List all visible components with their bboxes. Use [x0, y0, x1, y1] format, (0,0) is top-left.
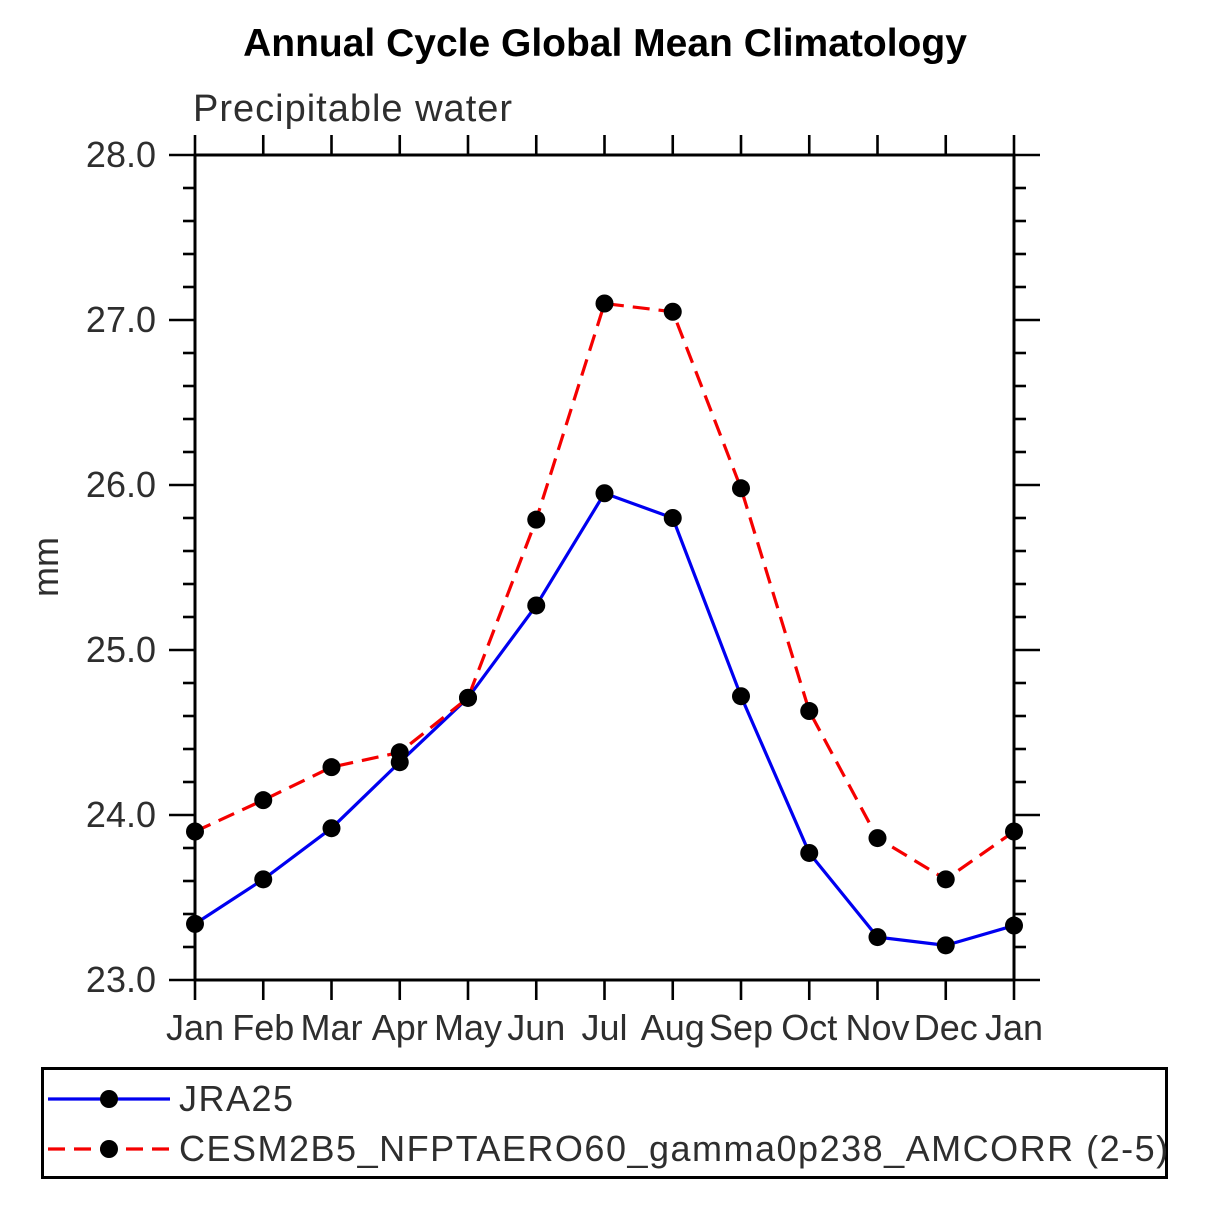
x-tick-label: Mar — [301, 1007, 363, 1048]
y-tick-label: 25.0 — [86, 629, 156, 670]
legend-item-jra25: JRA25 — [47, 1078, 295, 1119]
data-point-marker — [527, 510, 546, 529]
data-point-marker — [1005, 822, 1023, 841]
data-point-marker — [663, 509, 682, 527]
data-point-marker — [595, 484, 614, 503]
y-tick-label: 24.0 — [86, 794, 156, 835]
y-tick-label: 28.0 — [86, 134, 156, 175]
y-tick-label: 23.0 — [86, 959, 156, 1000]
x-tick-label: Oct — [781, 1007, 837, 1048]
data-point-marker — [459, 688, 477, 707]
x-tick-label: Dec — [914, 1007, 978, 1048]
series-line-dashed — [194, 301, 1015, 881]
data-point-marker — [322, 758, 341, 777]
data-point-marker — [800, 843, 819, 862]
legend-key-marker — [100, 1090, 118, 1108]
data-point-marker — [390, 743, 409, 762]
data-point-marker — [800, 702, 819, 721]
y-tick-label: 26.0 — [86, 464, 156, 505]
x-tick-label: Sep — [709, 1007, 773, 1048]
x-tick-label: Jun — [507, 1007, 565, 1048]
series-line-solid — [194, 491, 1015, 947]
x-tick-label: Apr — [372, 1007, 428, 1048]
legend-line-sample-dashed — [48, 1140, 170, 1158]
data-point-marker — [936, 936, 955, 955]
legend-item-cesm2b5: CESM2B5_NFPTAERO60_gamma0p238_AMCORR (2-… — [47, 1128, 1170, 1169]
x-tick-label: Jul — [581, 1007, 627, 1048]
x-tick-label: May — [434, 1007, 502, 1048]
data-point-marker — [732, 687, 750, 706]
data-point-marker — [186, 822, 204, 841]
data-point-marker — [868, 829, 887, 848]
y-tick-label: 27.0 — [86, 299, 156, 340]
data-point-marker — [732, 479, 750, 498]
x-tick-label: Aug — [641, 1007, 705, 1048]
legend-label: CESM2B5_NFPTAERO60_gamma0p238_AMCORR (2-… — [179, 1128, 1170, 1169]
x-tick-label: Jan — [985, 1007, 1043, 1048]
data-point-marker — [936, 870, 955, 889]
data-point-marker — [186, 914, 204, 933]
data-point-marker — [1005, 916, 1023, 935]
data-point-marker — [527, 596, 546, 615]
data-point-marker — [322, 819, 341, 838]
legend-line-sample-solid — [48, 1090, 170, 1108]
legend-key-marker — [100, 1140, 118, 1158]
plot-frame — [193, 153, 1016, 982]
data-point-marker — [663, 302, 682, 321]
x-tick-label: Jan — [166, 1007, 224, 1048]
data-point-marker — [868, 928, 887, 947]
chart-subtitle: Precipitable water — [193, 88, 514, 130]
data-point-marker — [254, 870, 273, 889]
chart-title: Annual Cycle Global Mean Climatology — [243, 22, 967, 65]
x-tick-label: Feb — [232, 1007, 294, 1048]
legend-box: JRA25 CESM2B5_NFPTAERO60_gamma0p238_AMCO… — [41, 1067, 1168, 1179]
data-point-marker — [595, 294, 614, 313]
data-point-marker — [254, 791, 273, 810]
legend-label: JRA25 — [179, 1078, 295, 1119]
x-tick-label: Nov — [845, 1007, 909, 1048]
